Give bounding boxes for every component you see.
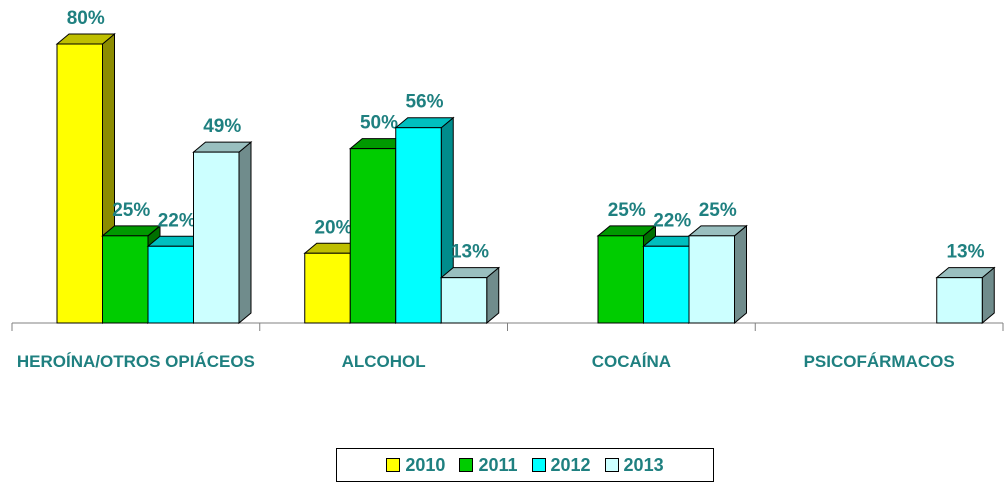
bar-front bbox=[304, 252, 351, 324]
bar-front bbox=[147, 245, 194, 324]
data-label: 25% bbox=[112, 200, 150, 221]
bar-front bbox=[597, 235, 644, 324]
bar bbox=[55, 32, 116, 325]
bar-front bbox=[56, 43, 103, 324]
data-label: 25% bbox=[608, 200, 646, 221]
legend-swatch bbox=[386, 458, 401, 472]
legend: 2010 2011 2012 2013 bbox=[336, 448, 714, 482]
legend-item: 2012 bbox=[531, 454, 591, 476]
bar-front bbox=[349, 148, 397, 324]
bar-front bbox=[440, 277, 488, 324]
x-tick-label: ALCOHOL bbox=[341, 352, 426, 371]
bar bbox=[687, 224, 748, 325]
data-label: 80% bbox=[67, 8, 105, 29]
bar bbox=[394, 116, 455, 325]
data-label: 20% bbox=[314, 217, 352, 238]
bar-front bbox=[102, 235, 149, 324]
legend-swatch bbox=[604, 458, 619, 472]
data-label: 49% bbox=[203, 116, 241, 137]
bar bbox=[192, 141, 253, 325]
data-label: 13% bbox=[451, 242, 489, 263]
bar-front bbox=[936, 277, 983, 324]
legend-swatch bbox=[459, 458, 474, 472]
data-label: 13% bbox=[946, 242, 984, 263]
bar-side bbox=[238, 141, 252, 325]
bar bbox=[439, 266, 501, 325]
x-tick-label: COCAÍNA bbox=[591, 352, 672, 371]
legend-swatch bbox=[531, 458, 546, 472]
legend-label: 2012 bbox=[550, 454, 591, 475]
legend-label: 2010 bbox=[405, 454, 446, 475]
bar-side bbox=[734, 224, 747, 325]
data-label: 25% bbox=[699, 200, 737, 221]
legend-label: 2011 bbox=[478, 454, 518, 475]
plot: 80% 25% 22% 49% 20% 50% 56% 13% 25% 22% 25% 13% bbox=[11, 8, 1004, 331]
legend-item: 2011 bbox=[459, 454, 518, 476]
data-label: 50% bbox=[360, 113, 398, 134]
bar-front bbox=[688, 235, 735, 324]
legend-item: 2010 bbox=[386, 455, 445, 476]
legend-label: 2013 bbox=[623, 454, 664, 475]
data-label: 56% bbox=[405, 92, 443, 113]
bar-front bbox=[395, 127, 442, 324]
legend-item: 2013 bbox=[604, 454, 664, 476]
data-label: 22% bbox=[653, 210, 691, 231]
bar-front bbox=[193, 151, 240, 324]
x-tick-label: HEROÍNA/OTROS OPIÁCEOS bbox=[16, 352, 255, 371]
bar bbox=[935, 266, 996, 325]
bar-front bbox=[643, 245, 690, 324]
data-label: 22% bbox=[158, 210, 196, 231]
x-tick-label: PSICOFÁRMACOS bbox=[803, 352, 955, 371]
